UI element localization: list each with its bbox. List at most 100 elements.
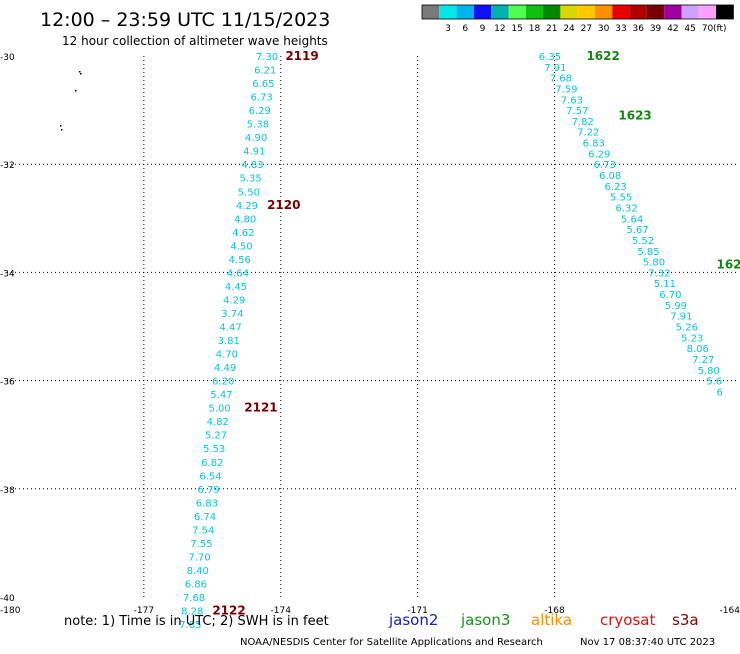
swh-value: 5.47	[210, 390, 232, 401]
swh-value: 7.54	[192, 525, 214, 536]
x-tick-label: -168	[544, 606, 565, 616]
colorbar-swatch	[664, 5, 682, 19]
colorbar-label: 70	[702, 24, 714, 34]
x-tick-label: -171	[407, 606, 427, 616]
legend-altika: altika	[531, 611, 572, 629]
swh-points: 7.306.216.656.736.295.384.904.914.835.35…	[179, 52, 723, 631]
colorbar-swatch	[508, 5, 526, 19]
pass-time-label: 2121	[244, 401, 277, 415]
swh-value: 5.99	[665, 301, 687, 312]
swh-value: 5.00	[208, 404, 230, 415]
chart-subtitle: 12 hour collection of altimeter wave hei…	[62, 34, 328, 48]
y-tick-label: -40	[0, 594, 15, 604]
y-tick-label: -34	[0, 269, 15, 279]
mission-legend: jason2 jason3 altika cryosat s3a	[388, 611, 699, 629]
pass-time-labels: 2119 2120 2121 2122 1622 1623 1624	[212, 49, 740, 618]
colorbar-swatch	[456, 5, 474, 19]
colorbar-label: 30	[598, 24, 610, 34]
footer-note: note: 1) Time is in UTC; 2) SWH is in fe…	[64, 614, 329, 629]
y-tick-label: -38	[0, 486, 15, 496]
swh-value: 5.26	[676, 323, 698, 334]
swh-value: 6.35	[539, 52, 561, 63]
swh-value: 6.83	[583, 139, 605, 150]
swh-value: 4.47	[219, 323, 241, 334]
swh-value: 6	[716, 387, 722, 398]
swh-value: 7.85	[179, 620, 201, 631]
swh-value: 5.27	[205, 431, 227, 442]
swh-value: 7.22	[577, 128, 599, 139]
pass-time-label: 2122	[212, 604, 245, 618]
swh-value: 7.55	[190, 539, 212, 550]
swh-value: 7.32	[648, 268, 670, 279]
coastline-dots	[60, 71, 82, 131]
swh-value: 7.63	[561, 95, 583, 106]
land-speck	[61, 129, 63, 131]
swh-value: 4.70	[216, 350, 238, 361]
colorbar-label: 21	[546, 24, 557, 34]
colorbar-label: 12	[494, 24, 505, 34]
x-tick-label: -180	[0, 606, 21, 616]
swh-value: 6.29	[249, 106, 271, 117]
swh-value: 7.30	[256, 52, 278, 63]
colorbar-swatch	[629, 5, 647, 19]
swh-value: 4.91	[243, 147, 265, 158]
swh-value: 4.90	[245, 133, 267, 144]
colorbar-swatch	[681, 5, 699, 19]
swh-value: 3.74	[221, 309, 243, 320]
swh-value: 5.6	[706, 377, 722, 388]
swh-value: 7.82	[572, 117, 594, 128]
swh-value: 6.70	[659, 290, 681, 301]
swh-value: 5.53	[203, 444, 225, 455]
y-tick-label: -32	[0, 161, 15, 171]
x-tick-label: -174	[271, 606, 292, 616]
colorbar-swatch	[560, 5, 578, 19]
colorbar-swatch	[473, 5, 492, 19]
swh-value: 4.29	[236, 201, 258, 212]
color-scale-bar: 3 6 9 12 15 18 21 24 27 30 33 36 39 42 45 70	[421, 4, 734, 34]
swh-value: 8.28	[181, 607, 203, 618]
swh-value: 4.82	[207, 417, 229, 428]
land-speck	[75, 90, 77, 92]
colorbar-swatch	[422, 5, 440, 19]
swh-value: 7.70	[188, 552, 210, 563]
colorbar-unit: (ft)	[713, 24, 727, 34]
colorbar-label: 3	[445, 24, 451, 34]
pass-time-label: 1624	[716, 257, 740, 271]
pass-time-label: 2120	[267, 198, 300, 212]
swh-value: 8.40	[187, 566, 209, 577]
swh-value: 5.80	[643, 258, 665, 269]
footer-credit: NOAA/NESDIS Center for Satellite Applica…	[240, 637, 543, 648]
colorbar-label: 6	[462, 24, 468, 34]
swh-value: 5.67	[626, 225, 648, 236]
swh-value: 5.52	[632, 236, 654, 247]
swh-value: 6.79	[198, 485, 220, 496]
swh-value: 7.91	[670, 312, 692, 323]
swh-value: 7.57	[566, 106, 588, 117]
land-speck	[80, 73, 82, 75]
swh-value: 4.62	[232, 228, 254, 239]
colorbar-label: 9	[480, 24, 486, 34]
swh-value: 5.38	[247, 120, 269, 131]
colorbar-swatch	[577, 5, 595, 19]
pass-time-label: 1622	[586, 49, 619, 63]
swh-value: 4.83	[241, 160, 263, 171]
colorbar-swatch	[525, 5, 544, 19]
swh-value: 5.55	[610, 193, 632, 204]
colorbar-label: 24	[563, 24, 575, 34]
y-tick-label: -30	[0, 53, 15, 63]
swh-value: 6.73	[594, 160, 616, 171]
land-speck	[79, 71, 81, 73]
swh-value: 4.56	[229, 255, 251, 266]
lat-lon-grid	[7, 56, 737, 597]
colorbar-label: 18	[529, 24, 541, 34]
x-tick-label: -177	[134, 606, 154, 616]
colorbar-frame	[421, 4, 734, 20]
colorbar-label: 36	[633, 24, 645, 34]
colorbar-label: 27	[581, 24, 592, 34]
swh-value: 7.27	[692, 355, 714, 366]
axis-tick-labels: -30 -32 -34 -36 -38 -40 -180 -177 -174 -171 -168 -1…	[0, 53, 740, 616]
swh-value: 6.20	[212, 377, 234, 388]
colorbar-swatch	[612, 5, 630, 19]
footer-timestamp: Nov 17 08:37:40 UTC 2023	[580, 637, 715, 648]
